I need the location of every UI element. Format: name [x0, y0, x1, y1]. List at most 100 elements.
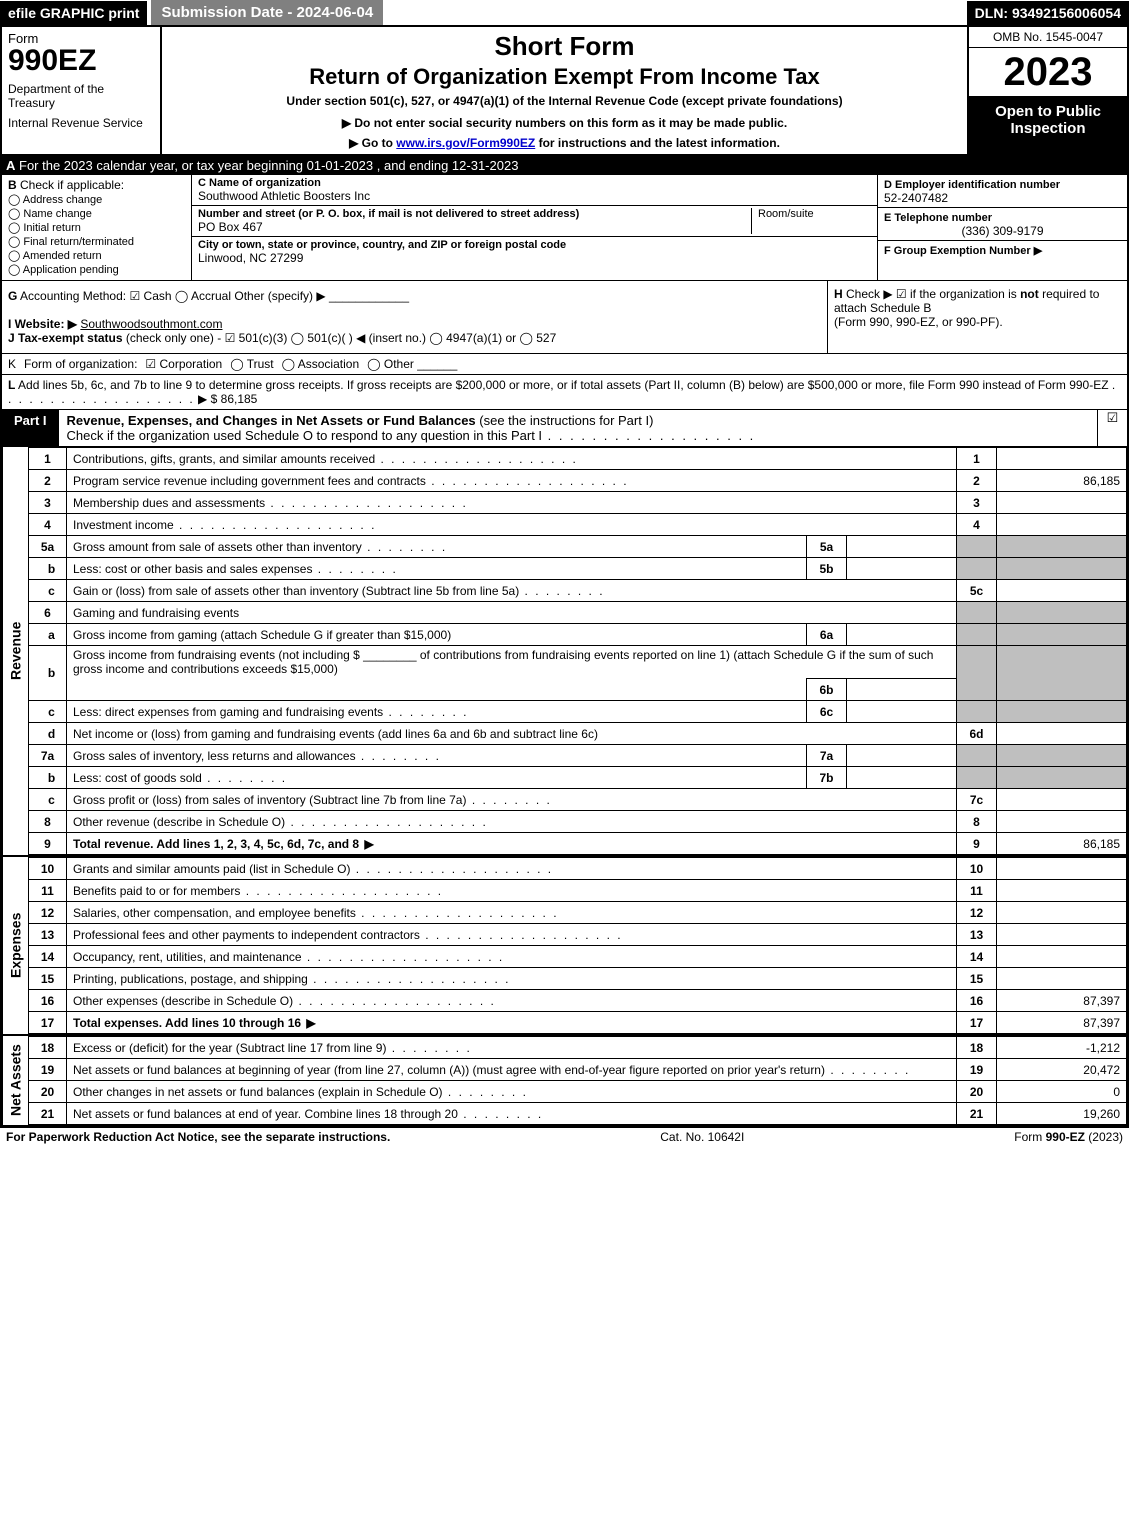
l18-desc: Excess or (deficit) for the year (Subtra… [67, 1037, 957, 1059]
l20-text: Other changes in net assets or fund bala… [73, 1085, 528, 1099]
website-value[interactable]: Southwoodsouthmont.com [80, 317, 222, 331]
l20-desc: Other changes in net assets or fund bala… [67, 1081, 957, 1103]
line-21: 21Net assets or fund balances at end of … [29, 1103, 1127, 1125]
l3-rnum: 3 [957, 492, 997, 514]
part-i-header: Part I Revenue, Expenses, and Changes in… [0, 410, 1129, 447]
line-5a: 5aGross amount from sale of assets other… [29, 536, 1127, 558]
cb-cash[interactable]: ☑ Cash [129, 289, 171, 303]
cb-corporation[interactable]: ☑ Corporation [145, 357, 222, 371]
l18-num: 18 [29, 1037, 67, 1059]
c-city-row: City or town, state or province, country… [192, 237, 877, 267]
form-header: Form 990EZ Department of the Treasury In… [0, 27, 1129, 156]
header-left: Form 990EZ Department of the Treasury In… [2, 27, 162, 154]
l17-rnum: 17 [957, 1012, 997, 1034]
l7b-mval [847, 767, 957, 789]
l5a-desc: Gross amount from sale of assets other t… [67, 536, 807, 558]
cb-address-label: Address change [23, 194, 103, 206]
print-link[interactable]: print [108, 5, 139, 21]
l17-text: Total expenses. Add lines 10 through 16 [73, 1016, 301, 1030]
l17-num: 17 [29, 1012, 67, 1034]
line-9: 9Total revenue. Add lines 1, 2, 3, 4, 5c… [29, 833, 1127, 855]
cb-accrual[interactable]: ◯ Accrual [175, 289, 231, 303]
line-7c: cGross profit or (loss) from sales of in… [29, 789, 1127, 811]
l6-vshade [997, 602, 1127, 624]
l6a-vshade [997, 624, 1127, 646]
form-number: 990EZ [8, 46, 154, 76]
l6d-rnum: 6d [957, 723, 997, 745]
l12-num: 12 [29, 902, 67, 924]
l20-val: 0 [997, 1081, 1127, 1103]
l7a-vshade [997, 745, 1127, 767]
l20-rnum: 20 [957, 1081, 997, 1103]
line-6: 6Gaming and fundraising events [29, 602, 1127, 624]
l16-num: 16 [29, 990, 67, 1012]
cb-application-pending[interactable]: ◯ Application pending [8, 263, 185, 276]
l7c-val [997, 789, 1127, 811]
l5a-vshade [997, 536, 1127, 558]
l7b-text: Less: cost of goods sold [73, 771, 287, 785]
l7a-mid: 7a [807, 745, 847, 767]
j-options[interactable]: ☑ 501(c)(3) ◯ 501(c)( ) ◀ (insert no.) ◯… [225, 331, 557, 345]
l10-num: 10 [29, 858, 67, 880]
l-label: L [8, 378, 15, 392]
cb-final-return[interactable]: ◯ Final return/terminated [8, 235, 185, 248]
col-h: H Check ▶ ☑ if the organization is not r… [827, 281, 1127, 353]
line-19: 19Net assets or fund balances at beginni… [29, 1059, 1127, 1081]
cb-name-change[interactable]: ◯ Name change [8, 207, 185, 220]
row-gh: G Accounting Method: ☑ Cash ◯ Accrual Ot… [0, 281, 1129, 354]
goto-line: ▶ Go to www.irs.gov/Form990EZ for instru… [170, 136, 959, 150]
l21-num: 21 [29, 1103, 67, 1125]
l2-desc: Program service revenue including govern… [67, 470, 957, 492]
cb-other-org[interactable]: ◯ Other ______ [367, 357, 457, 371]
g-text: Accounting Method: [20, 289, 126, 303]
part-i-title-bold: Revenue, Expenses, and Changes in Net As… [67, 413, 476, 428]
l4-desc: Investment income [67, 514, 957, 536]
l4-val [997, 514, 1127, 536]
l3-num: 3 [29, 492, 67, 514]
col-g: G Accounting Method: ☑ Cash ◯ Accrual Ot… [2, 281, 827, 353]
l13-val [997, 924, 1127, 946]
c-city-label: City or town, state or province, country… [198, 239, 871, 251]
cb-association[interactable]: ◯ Association [282, 357, 359, 371]
cb-name-label: Name change [23, 208, 92, 220]
footer-left: For Paperwork Reduction Act Notice, see … [6, 1130, 390, 1144]
corp-label: Corporation [160, 357, 223, 371]
l12-val [997, 902, 1127, 924]
l1-rnum: 1 [957, 448, 997, 470]
l6c-mval [847, 701, 957, 723]
ein-value: 52-2407482 [884, 191, 948, 205]
l8-val [997, 811, 1127, 833]
l5b-rshade [957, 558, 997, 580]
f-label: F Group Exemption Number ▶ [884, 245, 1042, 257]
open-to-public: Open to Public Inspection [969, 97, 1127, 154]
netassets-section: Net Assets 18Excess or (deficit) for the… [0, 1036, 1129, 1127]
l11-desc: Benefits paid to or for members [67, 880, 957, 902]
line-10: 10Grants and similar amounts paid (list … [29, 858, 1127, 880]
l9-val: 86,185 [997, 833, 1127, 855]
l6c-num: c [29, 701, 67, 723]
cb-trust[interactable]: ◯ Trust [230, 357, 273, 371]
l7a-text: Gross sales of inventory, less returns a… [73, 749, 441, 763]
part-i-check[interactable]: ☑ [1097, 410, 1127, 446]
irs-link[interactable]: www.irs.gov/Form990EZ [396, 136, 535, 150]
l6b-mid: 6b [807, 679, 847, 701]
l5a-rshade [957, 536, 997, 558]
cb-other-method[interactable]: Other (specify) ▶ ____________ [234, 289, 409, 303]
l1-text: Contributions, gifts, grants, and simila… [73, 452, 578, 466]
j-label: J Tax-exempt status [8, 331, 123, 345]
accrual-label: Accrual [191, 289, 231, 303]
cb-address-change[interactable]: ◯ Address change [8, 193, 185, 206]
revenue-table: 1 Contributions, gifts, grants, and simil… [28, 447, 1127, 855]
footer-right: Form 990-EZ (2023) [1014, 1130, 1123, 1144]
l15-text: Printing, publications, postage, and shi… [73, 972, 511, 986]
line-13: 13Professional fees and other payments t… [29, 924, 1127, 946]
cb-amended-return[interactable]: ◯ Amended return [8, 249, 185, 262]
org-city: Linwood, NC 27299 [198, 251, 303, 265]
l18-rnum: 18 [957, 1037, 997, 1059]
l9-num: 9 [29, 833, 67, 855]
l18-text: Excess or (deficit) for the year (Subtra… [73, 1041, 472, 1055]
l6b-desc1: Gross income from fundraising events (no… [67, 646, 957, 679]
l15-val [997, 968, 1127, 990]
cb-initial-return[interactable]: ◯ Initial return [8, 221, 185, 234]
h-text1: Check ▶ ☑ if the organization is [846, 287, 1020, 301]
